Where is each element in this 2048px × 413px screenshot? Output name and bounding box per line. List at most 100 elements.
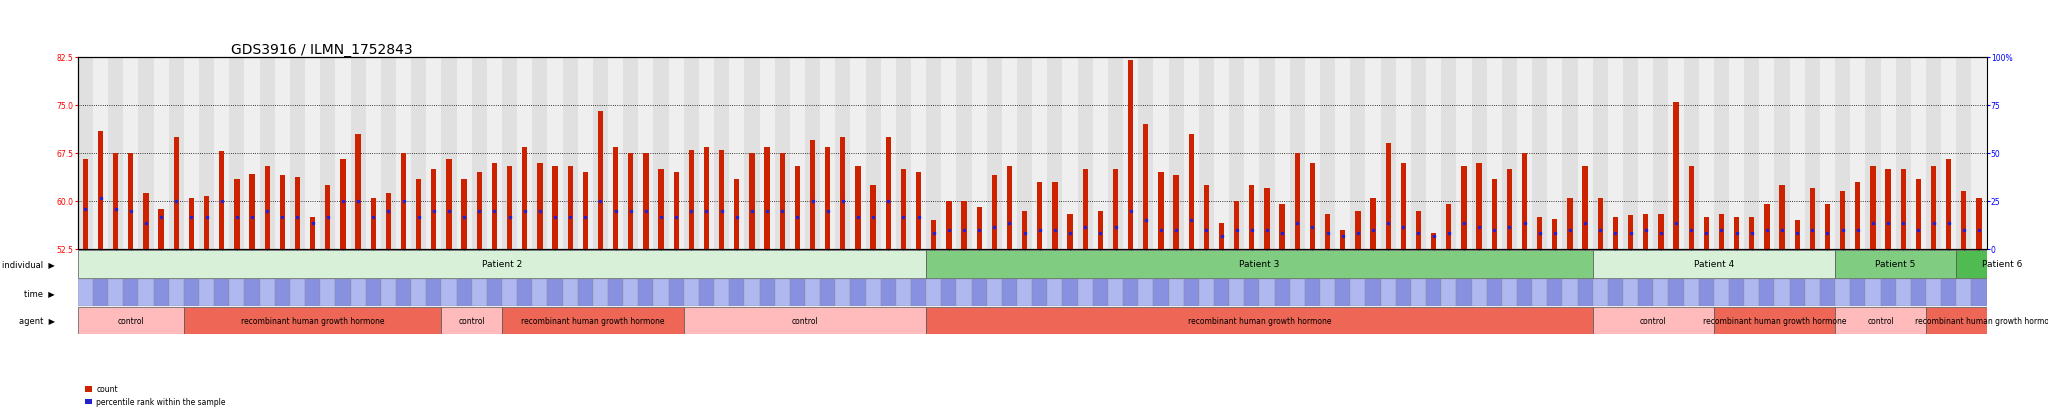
Bar <box>229 58 244 249</box>
Bar <box>371 198 377 249</box>
Bar <box>199 280 215 306</box>
Bar <box>1112 170 1118 249</box>
Bar <box>1704 218 1708 249</box>
Bar <box>123 58 139 249</box>
Bar <box>791 280 805 306</box>
Bar <box>385 194 391 249</box>
Bar <box>1925 58 1942 249</box>
Bar <box>1122 58 1139 249</box>
Bar <box>1473 280 1487 306</box>
Bar <box>1839 192 1845 249</box>
Bar <box>809 141 815 249</box>
Bar <box>1128 61 1133 249</box>
Bar <box>895 280 911 306</box>
Bar <box>1522 154 1528 249</box>
Bar <box>956 58 971 249</box>
Bar <box>1380 58 1397 249</box>
Bar <box>956 280 971 306</box>
Bar <box>764 147 770 249</box>
Bar <box>188 198 195 249</box>
Bar <box>309 218 315 249</box>
Bar <box>1018 58 1032 249</box>
Bar <box>926 250 1593 279</box>
Bar <box>1942 58 1956 249</box>
Bar <box>487 280 502 306</box>
Bar <box>1821 58 1835 249</box>
Bar <box>612 147 618 249</box>
Bar <box>1563 58 1577 249</box>
Bar <box>1184 58 1198 249</box>
Bar <box>1638 280 1653 306</box>
Bar <box>623 280 639 306</box>
Bar <box>1491 179 1497 249</box>
Bar <box>1946 160 1952 249</box>
Bar <box>729 58 743 249</box>
Bar <box>1094 280 1108 306</box>
Bar <box>639 280 653 306</box>
Bar <box>1790 58 1804 249</box>
Bar <box>1546 280 1563 306</box>
Text: recombinant human growth hormone: recombinant human growth hormone <box>1915 316 2048 325</box>
Bar <box>326 185 330 249</box>
Bar <box>1612 218 1618 249</box>
Bar <box>1335 58 1350 249</box>
Bar <box>143 194 150 249</box>
Bar <box>219 152 225 249</box>
Bar <box>1552 219 1556 249</box>
Bar <box>563 280 578 306</box>
Bar <box>1229 58 1245 249</box>
Bar <box>1047 58 1063 249</box>
Bar <box>1714 307 1835 334</box>
Bar <box>1442 58 1456 249</box>
Legend: count, percentile rank within the sample: count, percentile rank within the sample <box>82 381 229 409</box>
Bar <box>1325 214 1331 249</box>
Bar <box>926 58 942 249</box>
Bar <box>1335 280 1350 306</box>
Bar <box>987 58 1001 249</box>
Bar <box>1432 233 1436 249</box>
Bar <box>1942 280 1956 306</box>
Bar <box>1714 58 1729 249</box>
Bar <box>1698 280 1714 306</box>
Bar <box>1698 58 1714 249</box>
Bar <box>623 58 639 249</box>
Bar <box>1397 58 1411 249</box>
Bar <box>1366 280 1380 306</box>
Bar <box>244 280 260 306</box>
Bar <box>508 166 512 249</box>
Bar <box>805 58 819 249</box>
Bar <box>911 58 926 249</box>
Bar <box>205 197 209 249</box>
Bar <box>1139 280 1153 306</box>
Bar <box>98 131 102 249</box>
Bar <box>1235 202 1239 249</box>
Bar <box>168 280 184 306</box>
Bar <box>1174 176 1180 249</box>
Bar <box>1018 280 1032 306</box>
Bar <box>743 280 760 306</box>
Bar <box>850 280 866 306</box>
Bar <box>567 166 573 249</box>
Bar <box>1083 170 1087 249</box>
Bar <box>1487 58 1501 249</box>
Bar <box>1169 280 1184 306</box>
Bar <box>1501 280 1518 306</box>
Bar <box>684 58 698 249</box>
Bar <box>840 138 846 249</box>
Bar <box>1896 280 1911 306</box>
Bar <box>1794 221 1800 249</box>
Bar <box>1593 58 1608 249</box>
Bar <box>684 307 926 334</box>
Text: control: control <box>1640 316 1667 325</box>
Bar <box>1774 58 1790 249</box>
Bar <box>856 166 860 249</box>
Bar <box>1366 58 1380 249</box>
Bar <box>608 58 623 249</box>
Bar <box>139 280 154 306</box>
Bar <box>281 176 285 249</box>
Bar <box>1577 280 1593 306</box>
Bar <box>291 280 305 306</box>
Bar <box>1290 58 1305 249</box>
Bar <box>442 58 457 249</box>
Bar <box>1249 185 1255 249</box>
